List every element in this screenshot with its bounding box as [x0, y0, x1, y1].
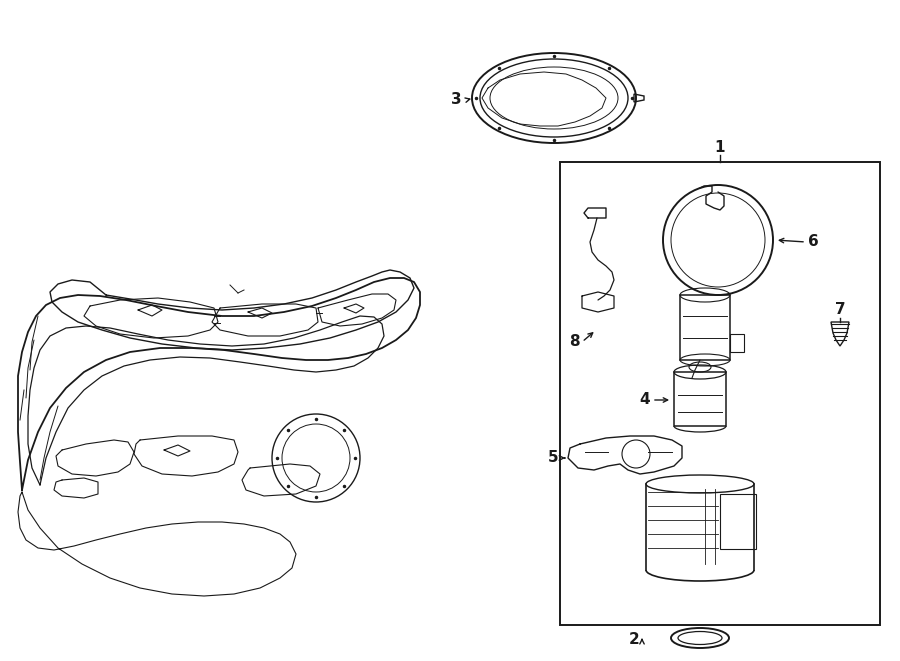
Text: 5: 5	[547, 451, 558, 465]
Text: 3: 3	[452, 93, 462, 108]
Bar	[730, 334, 744, 352]
Text: 1: 1	[715, 141, 725, 155]
Text: 8: 8	[570, 334, 580, 350]
Text: 7: 7	[834, 303, 845, 317]
Text: 4: 4	[639, 393, 650, 407]
Text: 6: 6	[808, 235, 819, 249]
Bar	[674, 372, 726, 426]
Bar	[720, 494, 756, 549]
Bar	[680, 295, 730, 360]
Text: 2: 2	[629, 633, 640, 648]
Bar	[560, 162, 880, 625]
